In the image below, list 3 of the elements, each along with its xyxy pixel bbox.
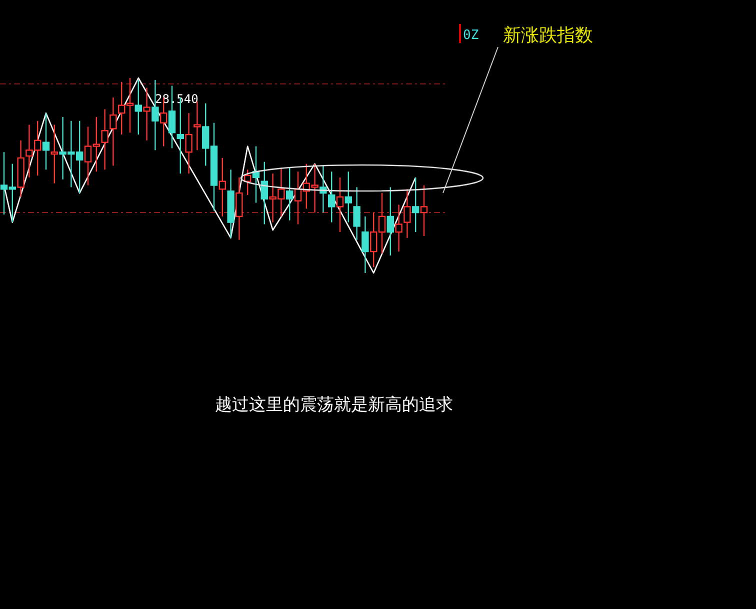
text: 0Z	[463, 28, 479, 43]
text: 越过这里的震荡就是新高的追求	[215, 395, 453, 415]
text: 新涨跌指数	[503, 25, 593, 46]
